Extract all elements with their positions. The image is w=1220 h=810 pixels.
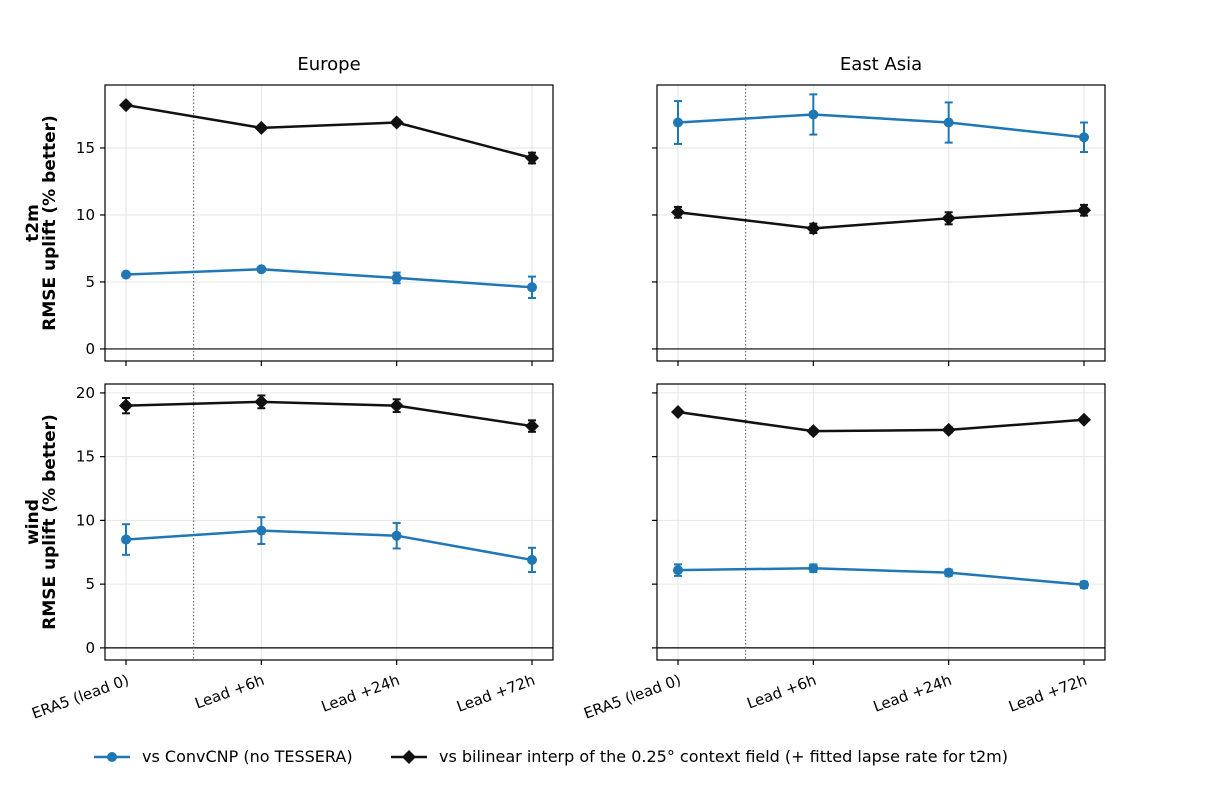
plot-area [105,85,553,361]
series-line-convcnp [677,113,1085,139]
legend: vs ConvCNP (no TESSERA) vs bilinear inte… [94,747,1008,766]
data-point-convcnp [943,117,954,128]
panel-east-asia-wind: ERA5 (lead 0) Lead +6h Lead +24h Lead +72h [581,383,1106,723]
x-tick-label: Lead +72h [454,671,537,716]
y-axis-label-bottom: RMSE uplift (% better) [40,414,60,630]
data-point-convcnp [527,554,537,565]
data-point-bilinear [941,211,956,226]
y-tick-label: 20 [76,384,95,402]
x-tick-label: Lead +72h [1006,671,1089,716]
data-point-convcnp [391,272,402,283]
x-tick-label: ERA5 (lead 0) [29,671,131,723]
data-point-convcnp [256,525,267,536]
data-point-convcnp [673,565,683,576]
series-line-bilinear [677,209,1085,230]
y-tick-label: 15 [76,139,95,157]
y-axis-label-top: RMSE uplift (% better) [40,115,60,331]
panel-east-asia-t2m [652,84,1106,366]
data-point-bilinear [941,422,956,437]
y-tick-label: 5 [85,575,95,593]
row-label-t2m: t2m [23,204,43,242]
data-point-convcnp [527,282,537,293]
legend-item-convcnp: vs ConvCNP (no TESSERA) [94,747,353,766]
data-point-convcnp [1079,579,1089,590]
plot-area [105,384,553,660]
legend-item-bilinear: vs bilinear interp of the 0.25° context … [391,747,1008,766]
series-line-convcnp [125,267,533,289]
data-point-bilinear [525,151,539,166]
row-label-wind: wind [23,499,43,545]
legend-label-bilinear: vs bilinear interp of the 0.25° context … [439,747,1008,766]
legend-marker-convcnp [107,752,117,762]
data-point-bilinear [389,115,404,130]
data-point-bilinear [525,419,539,434]
data-point-convcnp [808,109,819,120]
plot-frame [656,84,1106,362]
y-tick-label: 0 [85,639,95,657]
data-point-bilinear [806,221,821,236]
x-tick-label: Lead +24h [871,671,954,716]
data-point-bilinear [1077,203,1091,218]
data-point-bilinear [1077,412,1091,427]
data-point-convcnp [391,530,402,541]
data-point-bilinear [806,424,821,439]
y-tick-label: 15 [76,448,95,466]
data-point-bilinear [119,98,133,113]
data-point-bilinear [254,394,269,409]
x-tick-label: Lead +6h [744,671,818,713]
data-point-convcnp [808,563,819,574]
series-line-convcnp [677,566,1085,587]
panel-europe-wind: 0 5 10 15 20 ERA5 (lead 0) Lead +6h Lead +24h Le… [29,383,554,723]
data-point-convcnp [121,534,131,545]
data-point-convcnp [121,269,131,280]
series-line-bilinear [677,410,1085,433]
series-line-bilinear [125,103,533,160]
data-point-convcnp [256,264,267,275]
plot-frame [104,84,554,362]
plot-frame [104,383,554,661]
data-point-bilinear [254,120,269,135]
y-tick-label: 10 [76,511,95,529]
data-point-bilinear [389,398,404,413]
data-point-convcnp [943,567,954,578]
panel-title-east-asia: East Asia [840,54,922,75]
y-tick-label: 10 [76,206,95,224]
data-point-bilinear [671,405,685,420]
data-point-bilinear [119,398,133,413]
series-line-bilinear [125,400,533,428]
plot-frame [656,383,1106,661]
data-point-convcnp [1079,132,1089,143]
data-point-bilinear [671,205,685,220]
panel-europe-t2m: 0 5 10 15 [76,84,554,366]
x-tick-label: Lead +6h [192,671,266,713]
x-tick-label: ERA5 (lead 0) [581,671,683,723]
panel-title-europe: Europe [297,54,360,75]
y-tick-label: 0 [85,340,95,358]
x-tick-label: Lead +24h [319,671,402,716]
plot-area [657,384,1105,660]
legend-marker-bilinear [402,750,416,764]
y-tick-label: 5 [85,273,95,291]
legend-label-convcnp: vs ConvCNP (no TESSERA) [142,747,353,766]
series-line-convcnp [125,529,533,562]
data-point-convcnp [673,117,683,128]
